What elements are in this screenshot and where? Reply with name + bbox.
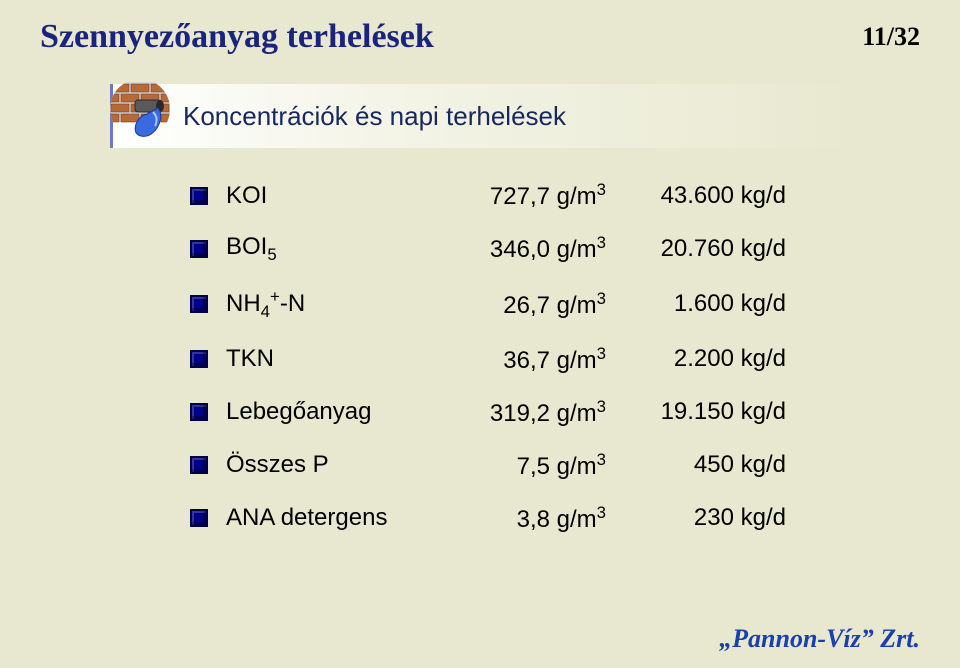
bullet-icon (190, 456, 208, 474)
load-value: 2.200 kg/d (616, 345, 826, 373)
table-row: KOI727,7 g/m343.600 kg/d (190, 180, 830, 211)
bullet-icon (190, 509, 208, 527)
param-label: Összes P (226, 451, 426, 479)
load-value: 19.150 kg/d (616, 398, 826, 426)
bullet-icon (190, 240, 208, 258)
load-value: 20.760 kg/d (616, 235, 826, 263)
bullet-icon (190, 403, 208, 421)
table-row: TKN36,7 g/m32.200 kg/d (190, 344, 830, 375)
concentration-value: 727,7 g/m3 (426, 180, 616, 211)
load-value: 450 kg/d (616, 451, 826, 479)
data-table: KOI727,7 g/m343.600 kg/d BOI5346,0 g/m320… (190, 180, 830, 534)
concentration-value: 3,8 g/m3 (426, 503, 616, 534)
param-label: BOI5 (226, 233, 426, 265)
table-row: Összes P7,5 g/m3450 kg/d (190, 450, 830, 481)
table-row: BOI5346,0 g/m320.760 kg/d (190, 233, 830, 265)
load-value: 1.600 kg/d (616, 290, 826, 318)
wall-pipe-icon (109, 78, 171, 140)
param-label: TKN (226, 345, 426, 373)
load-value: 43.600 kg/d (616, 182, 826, 210)
table-row: NH4+-N26,7 g/m31.600 kg/d (190, 287, 830, 322)
bullet-icon (190, 350, 208, 368)
concentration-value: 26,7 g/m3 (426, 289, 616, 320)
subtitle-bar: Koncentrációk és napi terhelések (110, 84, 870, 148)
param-label: ANA detergens (226, 504, 426, 532)
page-title: Szennyezőanyag terhelések (40, 18, 434, 56)
footer-company: „Pannon-Víz” Zrt. (719, 624, 920, 654)
bullet-icon (190, 187, 208, 205)
concentration-value: 346,0 g/m3 (426, 233, 616, 264)
load-value: 230 kg/d (616, 504, 826, 532)
param-label: KOI (226, 182, 426, 210)
concentration-value: 7,5 g/m3 (426, 450, 616, 481)
table-row: Lebegőanyag319,2 g/m319.150 kg/d (190, 397, 830, 428)
table-row: ANA detergens3,8 g/m3230 kg/d (190, 503, 830, 534)
header: Szennyezőanyag terhelések 11/32 (0, 0, 960, 56)
concentration-value: 36,7 g/m3 (426, 344, 616, 375)
concentration-value: 319,2 g/m3 (426, 397, 616, 428)
param-label: Lebegőanyag (226, 398, 426, 426)
param-label: NH4+-N (226, 287, 426, 322)
bullet-icon (190, 295, 208, 313)
page-number: 11/32 (862, 22, 920, 52)
subtitle-text: Koncentrációk és napi terhelések (183, 101, 566, 132)
